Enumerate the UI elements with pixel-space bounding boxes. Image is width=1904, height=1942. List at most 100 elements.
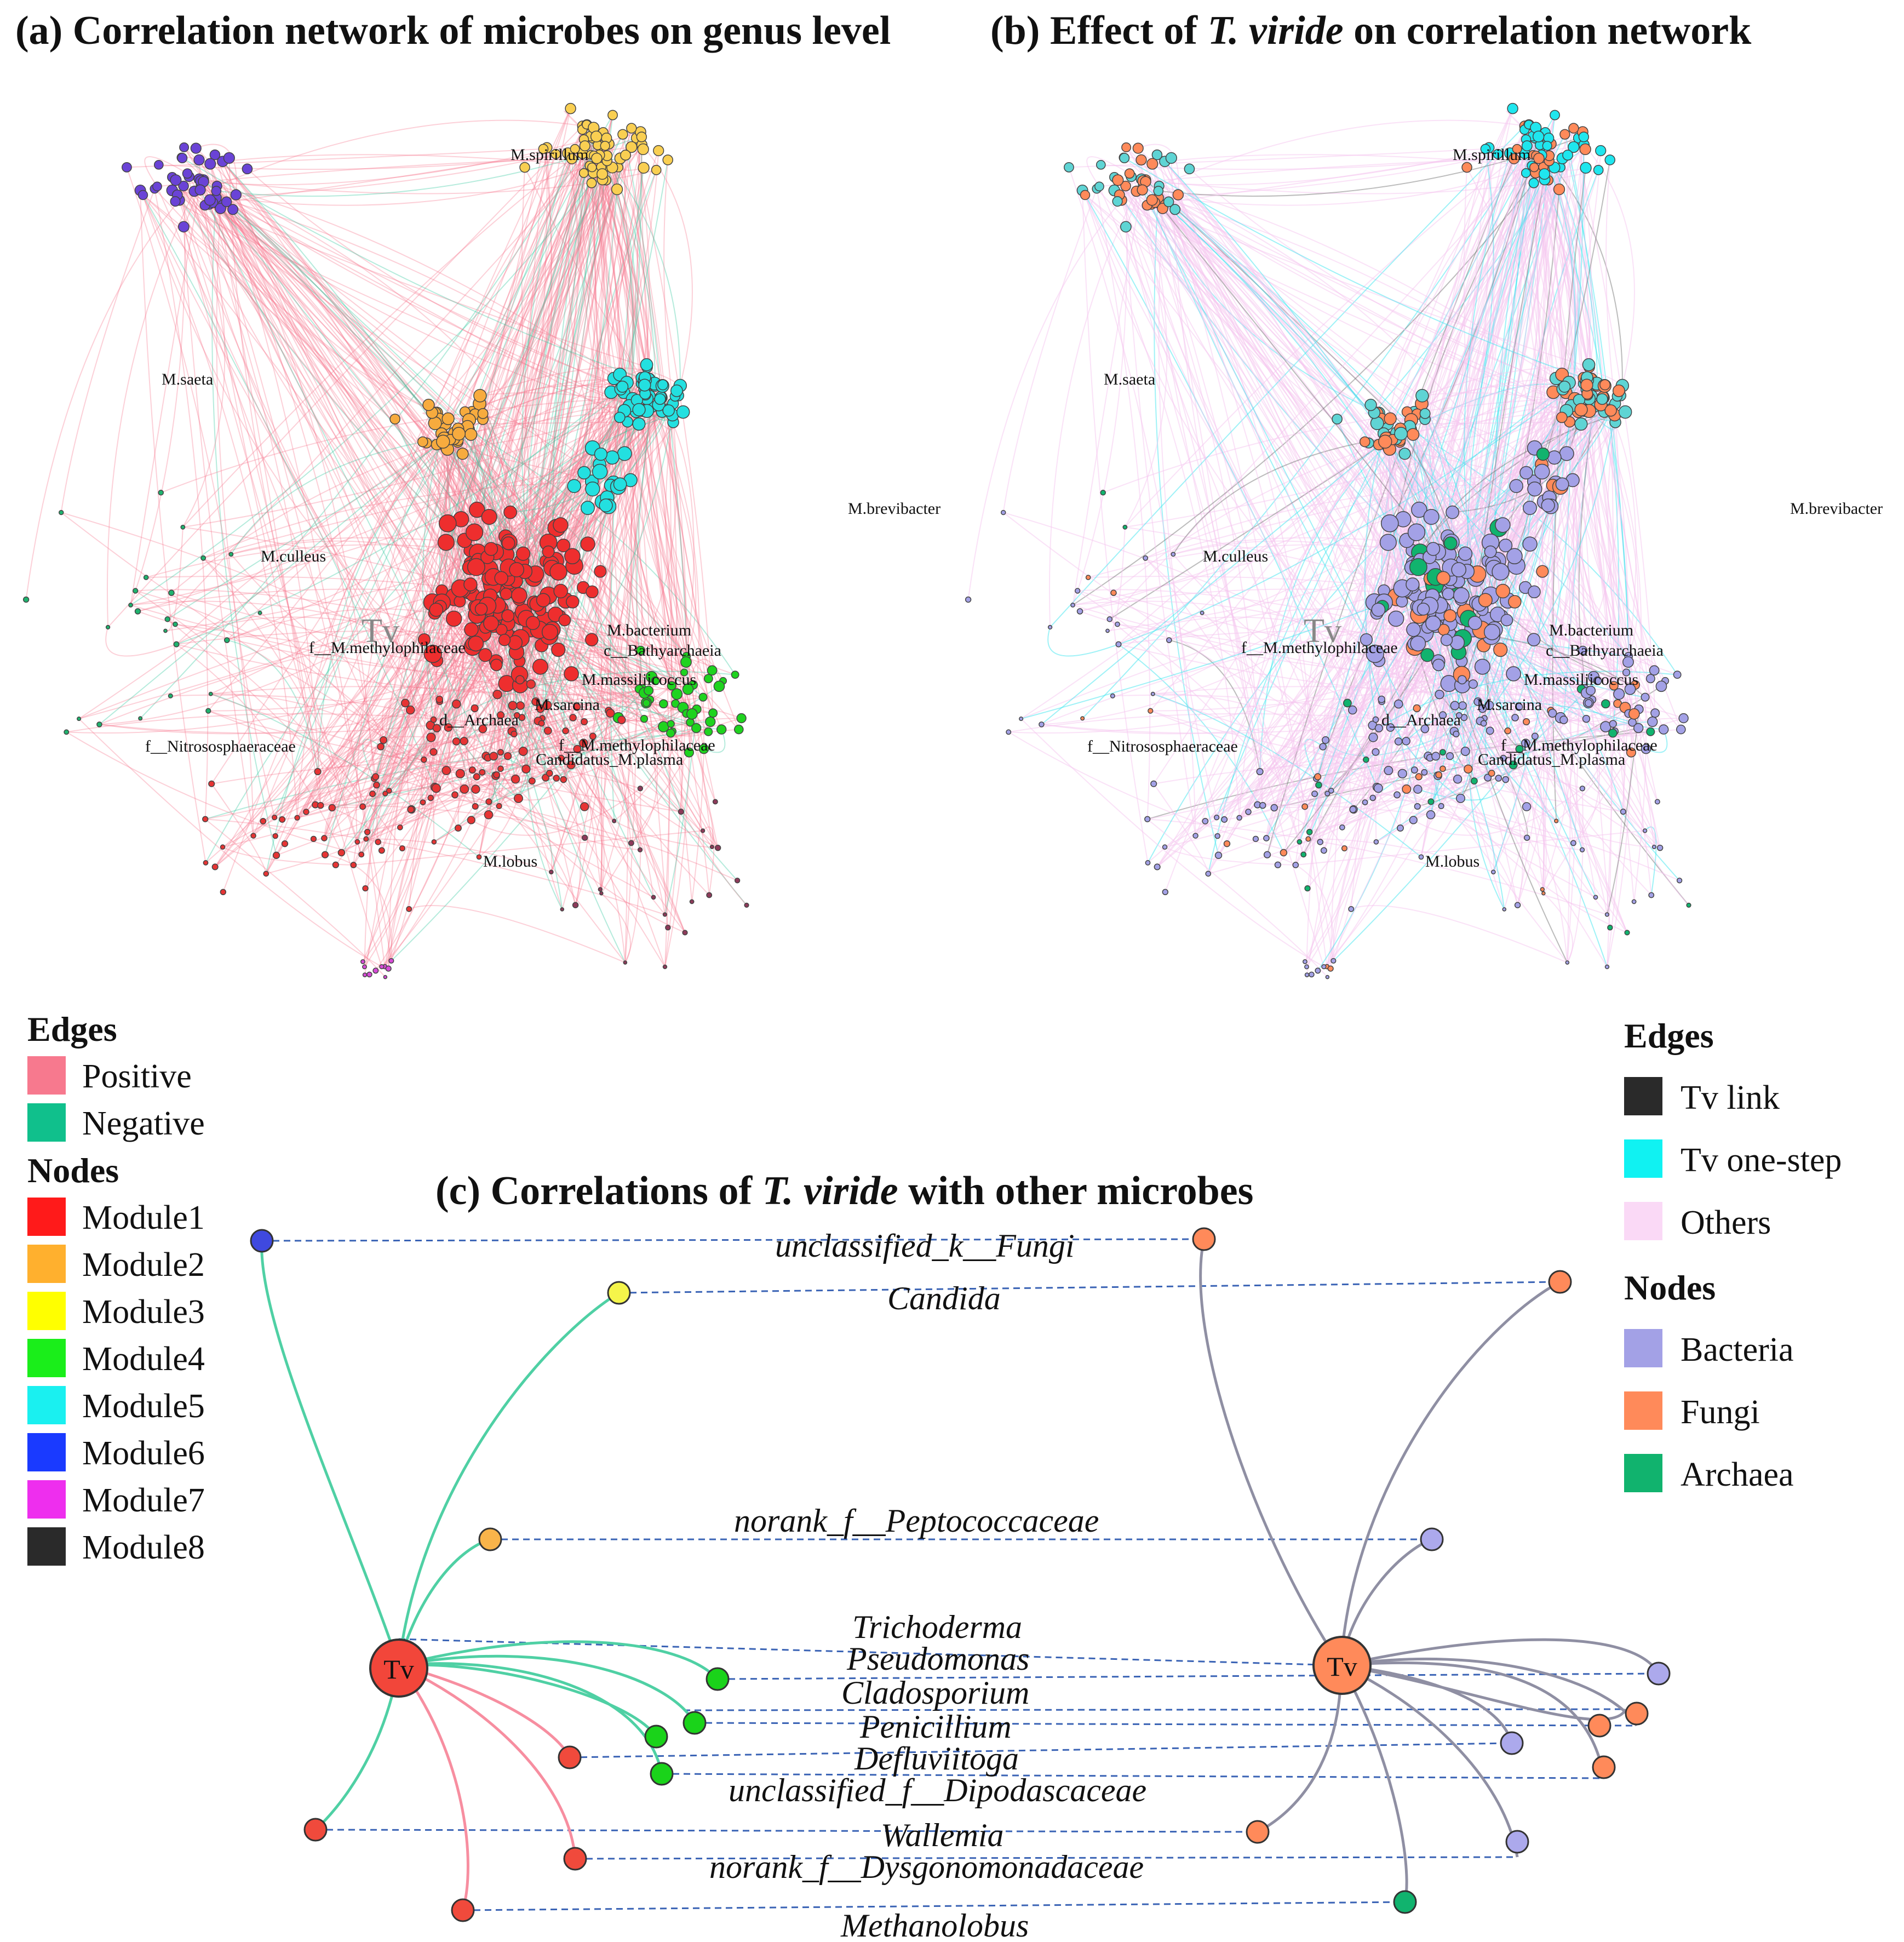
network-edge [471, 685, 672, 821]
network-node [484, 810, 494, 820]
network-edge [297, 729, 739, 818]
network-edge [472, 135, 592, 413]
network-node [541, 623, 558, 640]
network-node [1595, 145, 1607, 157]
network-node [1378, 434, 1392, 449]
network-node [1339, 824, 1345, 830]
network-node [1332, 414, 1343, 425]
network-node [713, 680, 725, 692]
network-node [515, 675, 525, 685]
edge-tv-left [260, 1240, 400, 1666]
network-edge [498, 377, 642, 806]
network-node [1110, 693, 1115, 698]
network-edge [560, 159, 669, 592]
network-node [380, 736, 388, 744]
network-edge [130, 186, 186, 605]
network-node [1460, 747, 1470, 756]
network-edge [480, 367, 681, 397]
network-edge [563, 680, 656, 780]
network-edge [471, 788, 641, 836]
network-edge [107, 125, 583, 628]
network-edge [341, 721, 691, 853]
network-node [1493, 148, 1503, 159]
network-node [1214, 833, 1220, 839]
network-edge [600, 721, 711, 894]
panel-b-title: (b) Effect of T. viride on correlation n… [990, 8, 1752, 53]
network-node [1371, 603, 1386, 617]
network-edge [364, 714, 501, 967]
network-node [446, 610, 462, 627]
network-edge [199, 179, 492, 549]
network-edge [1239, 729, 1681, 818]
node-label-spirillum: M.spirillum [1453, 146, 1531, 164]
network-edge [157, 186, 465, 789]
network-edge [567, 153, 647, 703]
network-node [1446, 752, 1454, 760]
network-node [168, 693, 173, 698]
network-node [1410, 635, 1426, 652]
network-edge [306, 736, 432, 812]
network-edge [646, 398, 697, 657]
network-edge [362, 615, 509, 962]
network-node [1506, 548, 1523, 565]
network-node [1305, 836, 1311, 842]
network-node [1565, 960, 1570, 965]
network-node [1641, 743, 1651, 754]
network-node [375, 839, 381, 845]
network-node [1556, 411, 1568, 423]
network-node [1607, 925, 1613, 931]
network-node [485, 798, 492, 805]
network-node [582, 834, 588, 841]
network-edge [183, 226, 362, 855]
network-node [1115, 641, 1122, 648]
network-edge [1068, 167, 1196, 836]
network-node [1531, 732, 1539, 740]
network-edge [203, 181, 392, 961]
network-edge [475, 779, 564, 801]
node-fungi [1192, 1227, 1216, 1251]
network-node [542, 545, 555, 558]
network-edge [142, 194, 435, 788]
network-edge [1374, 602, 1488, 778]
network-node [1397, 769, 1407, 778]
network-edge [1491, 772, 1660, 849]
network-edge [636, 131, 693, 714]
network-edge [571, 415, 673, 674]
network-node [1150, 691, 1155, 696]
network-edge [216, 190, 618, 488]
network-node [1322, 736, 1330, 744]
network-edge [510, 411, 637, 513]
network-node [638, 162, 650, 174]
network-node [1112, 174, 1124, 186]
network-edge [1020, 718, 1324, 967]
network-node [1415, 389, 1429, 403]
network-node [526, 679, 536, 689]
network-edge [1162, 208, 1591, 691]
node-label-nitrososphaeraceae: f__Nitrososphaeraceae [1087, 737, 1238, 755]
network-node [1270, 804, 1278, 812]
network-edge [205, 609, 437, 863]
network-node [362, 885, 369, 892]
network-node [143, 575, 149, 580]
network-edge [362, 738, 381, 786]
legend-b: Edges Tv link Tv one-step Others Nodes B… [1624, 1016, 1842, 1493]
network-edge [203, 179, 472, 435]
network-edge [1606, 709, 1639, 915]
network-edge [383, 730, 513, 757]
network-node [22, 596, 30, 603]
network-edge [216, 208, 276, 818]
network-node [1075, 588, 1081, 594]
network-node [1495, 517, 1511, 533]
network-node [1080, 190, 1091, 200]
network-edge [469, 182, 592, 587]
network-edge [1459, 715, 1624, 812]
network-edge [176, 616, 473, 648]
network-node [560, 907, 565, 912]
node-fungi [1548, 1270, 1572, 1294]
network-edge [1515, 448, 1552, 711]
network-node [1508, 153, 1520, 164]
network-node [1626, 747, 1636, 758]
network-node [1467, 616, 1482, 631]
network-edge [362, 609, 501, 807]
network-node [1620, 809, 1626, 815]
